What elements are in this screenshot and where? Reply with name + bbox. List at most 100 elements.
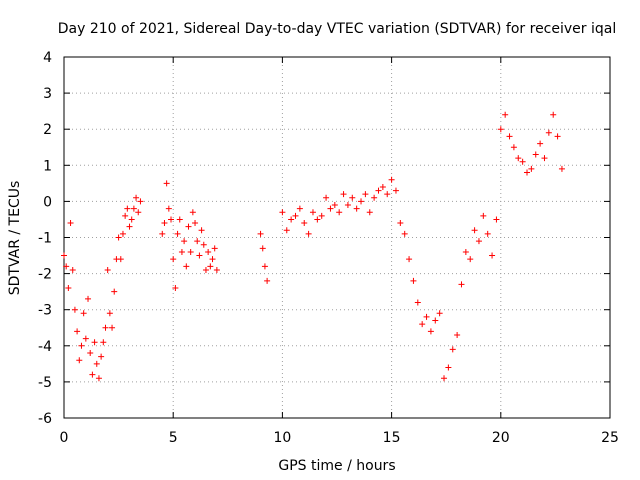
data-point [109,324,116,331]
data-point [327,205,334,212]
data-point [541,155,548,162]
data-point [100,339,107,346]
data-point [279,209,286,216]
data-point [91,339,98,346]
data-point [388,176,395,183]
data-point [67,220,74,227]
data-point [198,227,205,234]
data-point [331,202,338,209]
data-point [480,212,487,219]
data-point [344,202,351,209]
data-point [93,360,100,367]
data-point [445,364,452,371]
x-tick-label: 0 [60,430,69,446]
data-point [336,209,343,216]
data-point [349,194,356,201]
data-point [65,285,72,292]
data-point [185,223,192,230]
data-point [161,220,168,227]
data-point [309,209,316,216]
data-point [205,248,212,255]
data-point [95,375,102,382]
data-point [115,234,122,241]
data-point [375,187,382,194]
data-point [340,191,347,198]
data-point [192,220,199,227]
data-point [130,205,137,212]
data-point [528,165,535,172]
data-point [379,183,386,190]
data-point [168,216,175,223]
data-point [178,248,185,255]
data-point [174,230,181,237]
data-point [558,165,565,172]
data-point [159,230,166,237]
data-point [436,310,443,317]
data-point [353,205,360,212]
data-point [196,252,203,259]
x-tick-label: 10 [273,430,291,446]
y-tick-label: -2 [38,267,52,283]
data-point [288,216,295,223]
data-point [515,155,522,162]
x-axis-label: GPS time / hours [278,458,395,474]
data-point [432,317,439,324]
data-point [128,216,135,223]
data-point [427,328,434,335]
data-point [406,256,413,263]
data-point [119,230,126,237]
data-point [510,144,517,151]
data-point [554,133,561,140]
y-tick-label: 2 [43,122,52,138]
data-point [462,248,469,255]
y-tick-label: 0 [43,194,52,210]
data-point [172,285,179,292]
data-point [502,111,509,118]
grid-lines [64,57,610,418]
data-point [202,266,209,273]
data-point [194,238,201,245]
data-point [170,256,177,263]
data-point [117,256,124,263]
data-point [69,266,76,273]
data-point [323,194,330,201]
data-point [74,328,81,335]
data-point [283,227,290,234]
y-tick-label: -5 [38,375,52,391]
data-point [102,324,109,331]
data-point [135,209,142,216]
x-tick-label: 20 [492,430,510,446]
data-point [89,371,96,378]
data-point [76,357,83,364]
data-point [318,212,325,219]
y-tick-label: -3 [38,303,52,319]
data-point [358,198,365,205]
data-point [211,245,218,252]
data-point [401,230,408,237]
data-point [257,230,264,237]
data-point [475,238,482,245]
data-point [366,209,373,216]
data-point [314,216,321,223]
x-tick-label: 25 [601,430,619,446]
data-point [183,263,190,270]
x-tick-label: 15 [383,430,401,446]
data-point [264,277,271,284]
y-tick-label: -4 [38,339,52,355]
data-point [392,187,399,194]
data-point [454,331,461,338]
data-point [213,266,220,273]
data-points [61,111,565,382]
data-point [362,191,369,198]
data-point [98,353,105,360]
data-point [484,230,491,237]
data-point [414,299,421,306]
data-point [524,169,531,176]
data-point [71,306,78,313]
chart-title: Day 210 of 2021, Sidereal Day-to-day VTE… [58,21,616,37]
data-point [106,310,113,317]
data-point [467,256,474,263]
data-point [104,266,111,273]
data-point [61,252,67,259]
data-point [87,350,94,357]
